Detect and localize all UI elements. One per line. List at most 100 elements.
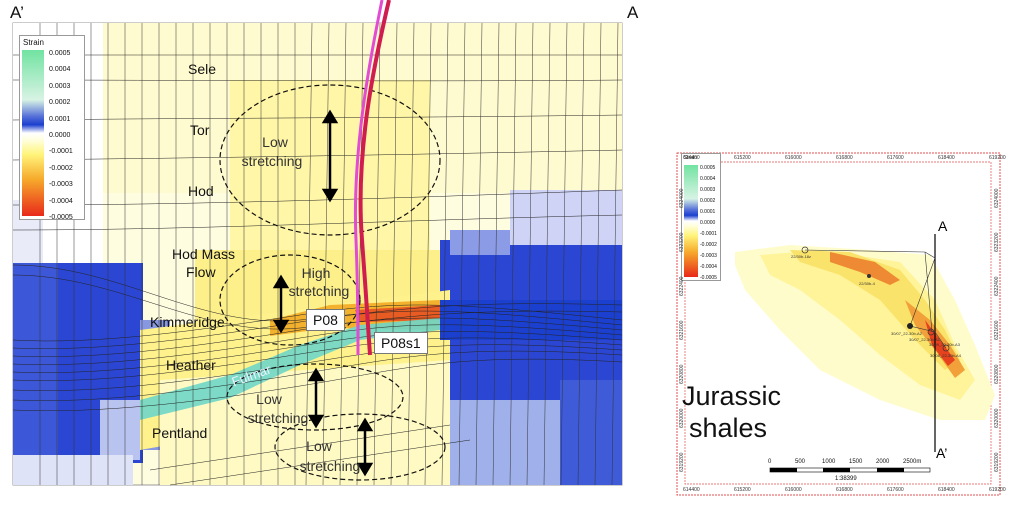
map-coordinate-label: 614400 bbox=[683, 487, 700, 493]
legend-tick-label: -0.0005 bbox=[49, 214, 73, 221]
section-label-a-prime: A’ bbox=[10, 3, 24, 22]
scale-bar-label: 0 bbox=[768, 459, 772, 465]
legend-colorbar bbox=[22, 50, 44, 216]
map-coordinate-label: 6321600 bbox=[994, 320, 1000, 340]
legend-tick-label: -0.0003 bbox=[49, 181, 73, 189]
legend-tick-label: 0.0000 bbox=[49, 132, 71, 139]
formation-kimmeridge: Kimmeridge bbox=[150, 314, 225, 330]
grid-line bbox=[356, 22, 364, 486]
well-p08-label: P08 bbox=[306, 309, 345, 331]
map-coordinate-label: 6323200 bbox=[994, 232, 1000, 252]
map-well-label-6: 30/08_22-30b-A4 bbox=[930, 353, 961, 358]
grid-line bbox=[594, 22, 602, 486]
map-coordinate-label: 615200 bbox=[734, 155, 751, 161]
scale-bar-label: 2000 bbox=[876, 459, 890, 465]
formation-sele: Sele bbox=[188, 61, 217, 77]
map-well-label-5: 30/09_22-30b-A3 bbox=[929, 342, 960, 347]
formation-hod: Hod bbox=[188, 183, 214, 199]
legend-tick-label: 0.0002 bbox=[49, 99, 71, 107]
formation-heather: Heather bbox=[166, 357, 216, 373]
map-coordinate-label: 618400 bbox=[938, 155, 955, 161]
legend-tick-label: -0.0004 bbox=[700, 264, 717, 270]
grid-line bbox=[458, 22, 466, 486]
map-coordinate-label: 619200 bbox=[989, 487, 1006, 493]
annotation-low-2b: stretching bbox=[247, 410, 309, 426]
formation-hod-mass: Hod Mass bbox=[172, 246, 236, 262]
map-coordinate-label: 6319200 bbox=[994, 452, 1000, 472]
map-coordinate-label: 6319200 bbox=[679, 452, 685, 472]
strain-legend-section: Strain 0.0005 0.0004 0.0003 0.0002 0.0001 0.0… bbox=[19, 35, 85, 221]
legend-tick-label: 0.0004 bbox=[700, 176, 716, 182]
grid-line bbox=[611, 22, 619, 486]
map-legend-colorbar bbox=[684, 165, 698, 277]
annotation-high-2: stretching bbox=[288, 283, 350, 299]
well-p08-path bbox=[353, 0, 384, 356]
map-coordinate-label: 6321600 bbox=[679, 320, 685, 340]
annotation-low-2a: Low bbox=[256, 391, 282, 407]
strain-legend-map: Strain 0.0005 0.0004 0.0003 0.0002 0.0001 0.0… bbox=[681, 153, 721, 281]
annotation-low-3b: stretching bbox=[299, 458, 361, 474]
section-label-a: A bbox=[627, 3, 639, 22]
grid-line bbox=[577, 22, 585, 486]
grid-line bbox=[305, 22, 313, 486]
annotation-low-3a: Low bbox=[306, 438, 332, 454]
legend-tick-label: -0.0005 bbox=[700, 275, 717, 281]
legend-tick-label: -0.0003 bbox=[700, 253, 717, 259]
legend-tick-label: -0.0004 bbox=[49, 197, 73, 205]
grid-line bbox=[407, 22, 415, 486]
legend-tick-label: -0.0001 bbox=[49, 148, 73, 156]
map-coordinate-label: 6320000 bbox=[994, 408, 1000, 428]
map-coordinate-label: 6324000 bbox=[679, 188, 685, 208]
legend-tick-label: -0.0001 bbox=[700, 231, 717, 237]
annotation-low-1b: stretching bbox=[241, 153, 303, 169]
map-coordinate-label: 6322400 bbox=[679, 276, 685, 296]
map-label-a-prime: A’ bbox=[936, 445, 948, 461]
map-legend-title: Strain bbox=[684, 155, 698, 161]
map-title-line1: Jurassic bbox=[682, 381, 782, 411]
map-well-label-3: 30/07_22-30b-A2 bbox=[891, 331, 922, 336]
map-coordinate-label: 615200 bbox=[734, 487, 751, 493]
annotation-low-1a: Low bbox=[262, 134, 288, 150]
grid-line bbox=[509, 22, 517, 486]
grid-line bbox=[373, 22, 381, 486]
map-well-label-1: 22/30b-18z bbox=[791, 254, 812, 259]
grid-line bbox=[492, 22, 500, 486]
legend-tick-label: -0.0002 bbox=[700, 242, 717, 248]
map-coordinate-label: 6323200 bbox=[679, 232, 685, 252]
map-coordinate-label: 616000 bbox=[785, 155, 802, 161]
grid-line bbox=[322, 22, 330, 486]
map-coordinate-label: 616800 bbox=[836, 155, 853, 161]
formation-tor: Tor bbox=[190, 122, 210, 138]
scale-bar-label: 1500 bbox=[849, 459, 863, 465]
scale-bar-label: 1000 bbox=[822, 459, 836, 465]
grid-line bbox=[424, 22, 432, 486]
map-coordinate-label: 618400 bbox=[938, 487, 955, 493]
map-coordinate-label: 619200 bbox=[989, 155, 1006, 161]
scale-bar-label: 500 bbox=[795, 459, 806, 465]
grid-line bbox=[560, 22, 568, 486]
map-well-label-4: 30/07_22-30b-A1 bbox=[909, 337, 940, 342]
grid-line bbox=[475, 22, 483, 486]
annotation-high-1: High bbox=[301, 265, 331, 281]
grid-line bbox=[339, 22, 347, 486]
legend-tick-label: -0.0002 bbox=[49, 164, 73, 172]
legend-title: Strain bbox=[23, 38, 44, 47]
legend-tick-label: 0.0001 bbox=[49, 115, 71, 123]
map-coordinate-label: 6324000 bbox=[994, 188, 1000, 208]
legend-tick-label: 0.0001 bbox=[700, 209, 716, 215]
formation-pentland: Pentland bbox=[152, 425, 208, 441]
legend-tick-label: 0.0000 bbox=[700, 220, 716, 226]
map-coordinate-label: 617600 bbox=[887, 487, 904, 493]
legend-tick-label: 0.0005 bbox=[49, 50, 71, 57]
map-title-line2: shales bbox=[688, 413, 768, 443]
well-p08s1-path bbox=[358, 0, 391, 356]
map-label-a: A bbox=[938, 218, 948, 234]
scale-ratio: 1:38399 bbox=[835, 476, 857, 482]
well-p08s1-label: P08s1 bbox=[374, 332, 428, 354]
legend-tick-label: 0.0003 bbox=[700, 187, 716, 193]
map-coordinate-label: 616800 bbox=[836, 487, 853, 493]
formation-flow: Flow bbox=[186, 264, 216, 280]
map-coordinate-label: 617600 bbox=[887, 155, 904, 161]
